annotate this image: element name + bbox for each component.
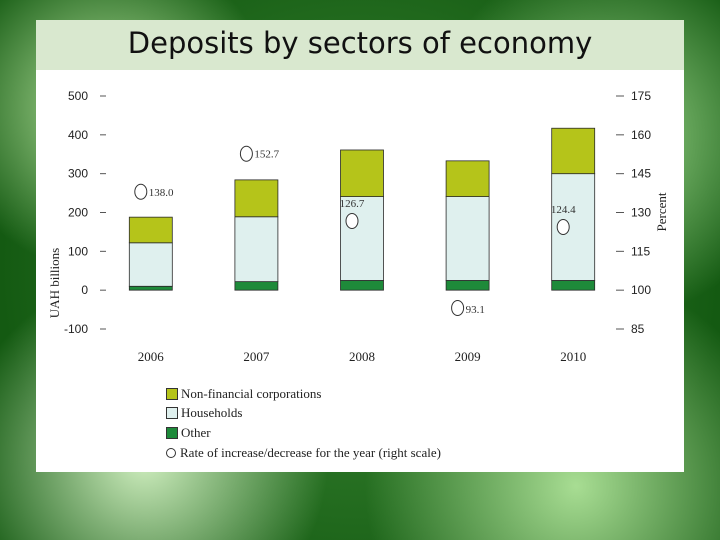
legend-circle-rate (166, 448, 176, 458)
right-tick-label: 130 (631, 206, 651, 220)
right-tick-label: 100 (631, 283, 651, 297)
x-tick-label: 2007 (243, 349, 270, 364)
bar-non-financial (551, 127, 596, 175)
bar-non-financial (234, 179, 279, 218)
rate-marker (134, 183, 148, 200)
left-axis-label: UAH billions (47, 248, 62, 318)
left-tick-label: 100 (68, 244, 88, 258)
legend-label-other: Other (181, 425, 211, 440)
bar-households (445, 196, 490, 281)
x-tick-label: 2008 (349, 349, 375, 364)
chart-panel: UAH billions Percent 500 400 300 200 100 0 -10… (36, 70, 684, 472)
rate-marker (556, 218, 570, 235)
bar-other (340, 280, 384, 291)
left-tick-label: 400 (68, 128, 88, 142)
title-bar: Deposits by sectors of economy (36, 20, 684, 70)
right-axis-label: Percent (654, 192, 669, 231)
rate-label: 124.4 (551, 204, 576, 216)
bar-series (128, 127, 596, 291)
legend-swatch-households (166, 407, 178, 419)
legend-item-non-financial: Non-financial corporations (166, 385, 321, 403)
right-tick-label: 145 (631, 167, 651, 181)
legend-swatch-other (166, 427, 178, 439)
right-tick-label: 85 (631, 322, 645, 336)
left-tick-label: 300 (68, 167, 88, 181)
x-tick-label: 2010 (560, 349, 586, 364)
left-tick-label: 500 (68, 89, 88, 103)
tick-lines (100, 95, 624, 330)
left-axis-ticks: 500 400 300 200 100 0 -100 (64, 89, 88, 336)
legend-item-households: Households (166, 404, 242, 422)
right-tick-label: 115 (631, 244, 650, 258)
bar-households (128, 242, 173, 287)
deposits-chart: UAH billions Percent 500 400 300 200 100 0 -10… (47, 89, 669, 364)
bar-other (234, 281, 279, 291)
bar-non-financial (445, 160, 490, 197)
legend-swatch-non-financial (166, 388, 178, 400)
legend-item-rate: Rate of increase/decrease for the year (… (166, 444, 441, 462)
bar-other (128, 285, 173, 291)
rate-label: 126.7 (340, 198, 365, 210)
bar-households (340, 196, 384, 281)
legend-item-other: Other (166, 424, 211, 442)
x-tick-label: 2009 (455, 349, 481, 364)
rate-markers: 138.0 152.7 126.7 93.1 124.4 (134, 145, 576, 317)
rate-label: 138.0 (149, 187, 174, 199)
bar-non-financial (128, 216, 173, 244)
rate-label: 152.7 (254, 149, 279, 161)
rate-marker (345, 213, 359, 230)
right-tick-label: 175 (631, 89, 651, 103)
x-tick-label: 2006 (138, 349, 165, 364)
bar-other (445, 280, 490, 291)
bar-households (234, 216, 279, 283)
x-axis-labels: 2006 2007 2008 2009 2010 (138, 349, 586, 364)
rate-marker (239, 145, 253, 162)
rate-marker (451, 300, 465, 317)
left-tick-label: 0 (81, 283, 88, 297)
rate-label: 93.1 (466, 304, 485, 316)
left-tick-label: 200 (68, 206, 88, 220)
slide-title: Deposits by sectors of economy (127, 26, 593, 60)
bar-other (551, 280, 596, 291)
legend-label-households: Households (181, 405, 243, 420)
bar-non-financial (340, 149, 384, 197)
left-tick-label: -100 (64, 322, 88, 336)
legend-label-non-financial: Non-financial corporations (181, 386, 322, 401)
right-tick-label: 160 (631, 128, 651, 142)
legend-label-rate: Rate of increase/decrease for the year (… (180, 445, 441, 460)
right-axis-ticks: 175 160 145 130 115 100 85 (631, 89, 651, 336)
